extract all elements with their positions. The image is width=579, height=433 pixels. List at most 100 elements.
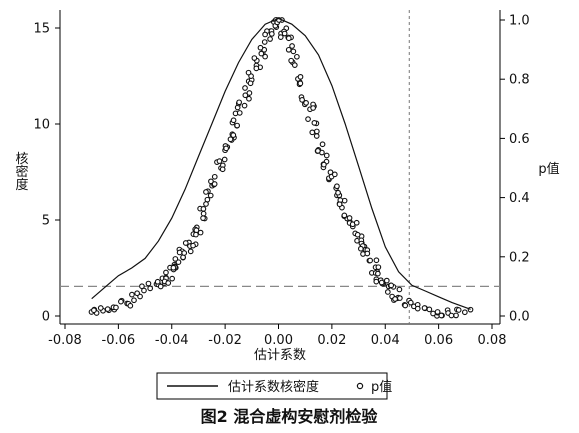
pvalue-point: [334, 183, 340, 190]
pvalue-point: [165, 280, 172, 286]
x-tick-label: -0.02: [208, 333, 242, 348]
pvalue-point: [200, 215, 206, 222]
pvalue-point: [246, 95, 252, 102]
pvalue-point: [354, 231, 361, 238]
pvalue-point: [163, 269, 169, 276]
pvalue-point: [97, 305, 104, 311]
pvalue-point: [261, 39, 268, 45]
pvalue-point: [197, 229, 204, 236]
pvalue-point: [154, 278, 161, 285]
legend-pvalue-label: p值: [371, 379, 392, 395]
pvalue-point: [378, 279, 385, 286]
pvalue-point: [367, 257, 374, 264]
y-left-tick-label: 10: [33, 118, 50, 133]
pvalue-point: [277, 34, 284, 40]
pvalue-point: [236, 110, 243, 116]
pvalue-points: [88, 17, 474, 319]
pvalue-point: [303, 100, 309, 106]
pvalue-point: [331, 171, 338, 178]
pvalue-point: [305, 116, 311, 122]
pvalue-point: [311, 120, 318, 126]
pvalue-point: [430, 310, 436, 317]
pvalue-point: [200, 210, 207, 217]
y-ticks-left: 0 5 10 15: [33, 22, 60, 325]
pvalue-point: [219, 166, 226, 173]
pvalue-point: [407, 299, 414, 306]
pvalue-point: [247, 80, 254, 87]
pvalue-point: [291, 62, 298, 68]
pvalue-point: [223, 145, 229, 152]
pvalue-point: [262, 31, 268, 38]
y-ticks-right: 0.0 0.2 0.4 0.6 0.8 1.0: [500, 14, 530, 325]
legend-density-label: 估计系数核密度: [228, 379, 319, 395]
x-ticks: -0.08 -0.06 -0.04 -0.02 0.00 0.02 0.04 0.06 0.08: [48, 324, 506, 348]
pvalue-point: [242, 92, 249, 99]
density-curve: [91, 17, 471, 310]
pvalue-point: [353, 219, 360, 226]
pvalue-point: [170, 264, 177, 271]
pvalue-point: [346, 215, 353, 221]
pvalue-point: [129, 291, 135, 298]
pvalue-point: [281, 30, 288, 37]
pvalue-point: [134, 290, 140, 297]
pvalue-point: [364, 250, 371, 257]
y-axis-right-label: p值: [538, 161, 559, 177]
pvalue-point: [207, 192, 214, 199]
pvalue-point: [285, 35, 292, 42]
pvalue-point: [245, 69, 252, 76]
y-right-tick-label: 0.6: [509, 132, 530, 147]
x-tick-label: -0.04: [155, 333, 189, 348]
pvalue-point: [211, 181, 218, 187]
pvalue-point: [234, 122, 240, 129]
pvalue-point: [297, 80, 304, 87]
pvalue-point: [182, 240, 189, 246]
pvalue-point: [384, 289, 391, 295]
pvalue-point: [336, 201, 343, 208]
pvalue-point: [448, 312, 455, 319]
pvalue-point: [176, 249, 183, 256]
pvalue-point: [127, 302, 134, 309]
pvalue-point: [230, 132, 237, 138]
pvalue-point: [268, 31, 275, 37]
pvalue-point: [190, 242, 196, 249]
pvalue-point: [455, 307, 462, 313]
pvalue-point: [373, 278, 380, 285]
pvalue-point: [113, 304, 119, 311]
pvalue-point: [208, 178, 214, 185]
pvalue-point: [323, 152, 330, 159]
pvalue-point: [388, 282, 395, 289]
pvalue-point: [242, 85, 248, 91]
pvalue-point: [341, 212, 348, 219]
pvalue-point: [139, 283, 145, 290]
pvalue-point: [375, 264, 382, 271]
y-right-tick-label: 0.0: [509, 310, 530, 325]
pvalue-point: [299, 96, 305, 103]
y-left-tick-label: 5: [42, 214, 50, 229]
pvalue-point: [175, 259, 182, 266]
pvalue-point: [290, 48, 297, 55]
pvalue-point: [193, 231, 199, 238]
x-tick-label: -0.06: [102, 333, 136, 348]
pvalue-point: [309, 129, 316, 136]
pvalue-point: [253, 65, 260, 72]
pvalue-point: [375, 270, 381, 277]
pvalue-point: [461, 309, 468, 316]
pvalue-point: [288, 57, 295, 64]
pvalue-point: [321, 161, 327, 168]
pvalue-point: [335, 189, 341, 196]
x-tick-label: 0.06: [424, 333, 453, 348]
pvalue-point: [453, 312, 459, 319]
pvalue-point: [319, 141, 326, 148]
pvalue-point: [310, 105, 316, 111]
pvalue-point: [221, 156, 228, 163]
pvalue-point: [313, 133, 320, 139]
x-axis-label: 估计系数: [254, 348, 306, 363]
pvalue-point: [414, 305, 421, 312]
y-right-tick-label: 0.8: [509, 73, 530, 88]
pvalue-point: [203, 189, 209, 195]
pvalue-point: [438, 312, 445, 319]
x-tick-label: 0.00: [264, 333, 293, 348]
pvalue-point: [172, 256, 179, 262]
pvalue-point: [383, 277, 390, 284]
x-tick-label: -0.08: [48, 333, 82, 348]
